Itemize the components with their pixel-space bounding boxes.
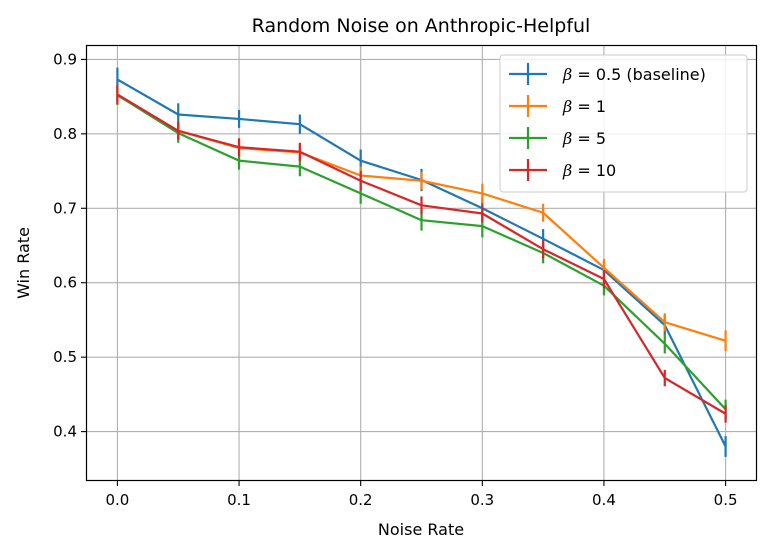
legend-value: = 1 [572,97,606,116]
y-tick-label: 0.7 [53,199,77,217]
legend-item: β = 0.5 (baseline) [509,63,706,85]
x-axis-label: Noise Rate [378,520,464,539]
chart-title: Random Noise on Anthropic-Helpful [252,15,591,37]
legend-label: β = 5 [562,129,606,148]
x-tick-label: 0.0 [105,491,129,509]
y-tick-label: 0.4 [53,423,77,441]
legend-value: = 10 [572,161,616,180]
series-layer [116,67,727,457]
y-tick-label: 0.8 [53,125,77,143]
x-tick-label: 0.2 [349,491,373,509]
y-axis-ticks: 0.4 0.5 0.6 0.7 0.8 0.9 [53,50,87,441]
y-tick-label: 0.9 [53,50,77,68]
legend-label: β = 10 [562,161,616,180]
y-axis-label: Win Rate [14,227,33,299]
legend-label: β = 1 [562,97,606,116]
plot-frame [85,44,758,482]
legend-item: β = 10 [509,159,616,181]
x-tick-label: 0.4 [592,491,616,509]
x-tick-label: 0.5 [714,491,738,509]
x-tick-label: 0.3 [470,491,494,509]
legend-item: β = 5 [509,127,606,149]
legend-item: β = 1 [509,95,606,117]
legend-beta-symbol: β [562,129,572,148]
legend-label: β = 0.5 (baseline) [562,65,706,84]
legend-box [499,54,748,193]
x-axis-ticks: 0.0 0.1 0.2 0.3 0.4 0.5 [105,480,738,509]
series-3 [116,84,727,423]
legend-value: = 5 [572,129,606,148]
legend-value: = 0.5 (baseline) [572,65,706,84]
legend-beta-symbol: β [562,161,572,180]
y-tick-label: 0.5 [53,348,77,366]
legend-beta-symbol: β [562,97,572,116]
y-tick-label: 0.6 [53,274,77,292]
legend: β = 0.5 (baseline)β = 1β = 5β = 10 [499,54,748,193]
x-tick-label: 0.1 [227,491,251,509]
legend-beta-symbol: β [562,65,572,84]
